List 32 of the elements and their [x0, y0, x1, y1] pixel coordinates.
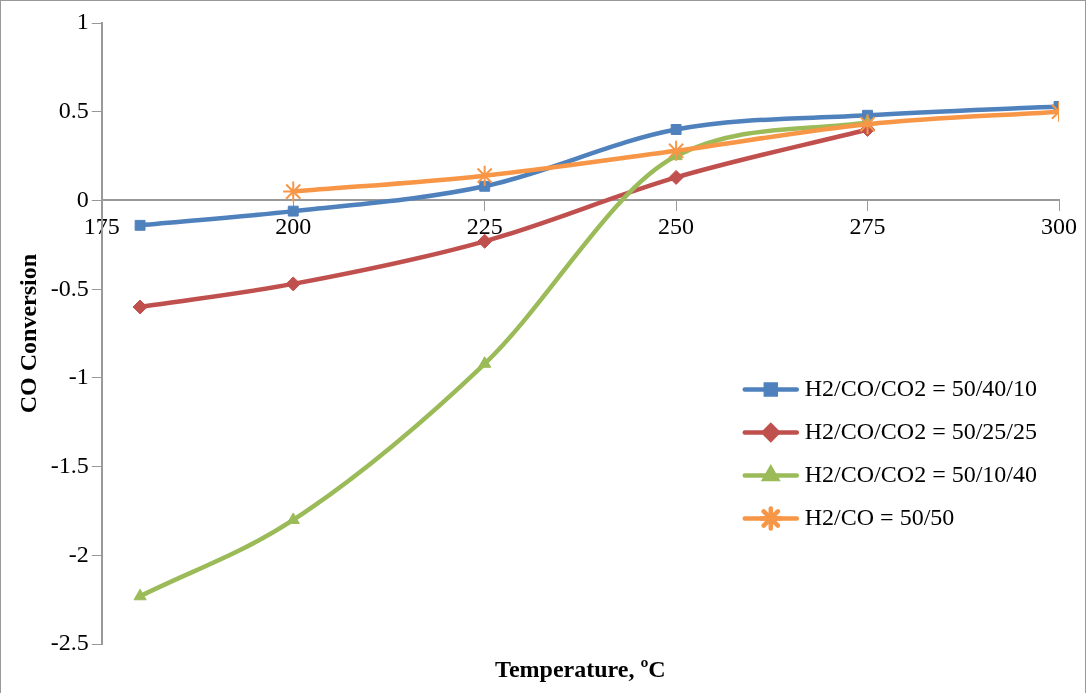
x-tick-label: 300 [1041, 213, 1077, 240]
point [286, 512, 300, 524]
y-tick-label: -1.5 [50, 452, 89, 479]
y-tick-label: -2.5 [50, 629, 89, 656]
x-tick-label: 200 [275, 213, 312, 240]
x-tick-label: 225 [466, 213, 503, 240]
point [856, 113, 879, 136]
point [478, 356, 492, 368]
y-tick-label: -0.5 [50, 274, 89, 301]
point [668, 169, 684, 185]
point [133, 588, 147, 601]
point [477, 233, 493, 249]
point [287, 205, 299, 217]
point [473, 164, 496, 187]
legend-label: H2/CO/CO2 = 50/40/10 [804, 374, 1037, 401]
y-tick-label: 1 [76, 8, 89, 35]
y-tick-label: -2 [68, 540, 89, 567]
legend-label: H2/CO/CO2 = 50/25/25 [804, 417, 1037, 444]
point [665, 139, 688, 162]
legend-label: H2/CO = 50/50 [804, 503, 955, 530]
y-tick-label: 0 [76, 185, 89, 212]
y-tick-label: 0.5 [58, 97, 89, 124]
y-axis-title: CO Conversion [14, 253, 41, 414]
point [132, 299, 148, 315]
y-tick-label: -1 [68, 363, 89, 390]
x-tick-label: 250 [658, 213, 695, 240]
x-tick-label: 275 [849, 213, 886, 240]
legend-label: H2/CO/CO2 = 50/10/40 [804, 460, 1037, 487]
point [670, 124, 682, 135]
x-axis-title: Temperature, ºC [495, 655, 666, 682]
point [285, 276, 301, 292]
point [134, 219, 146, 231]
